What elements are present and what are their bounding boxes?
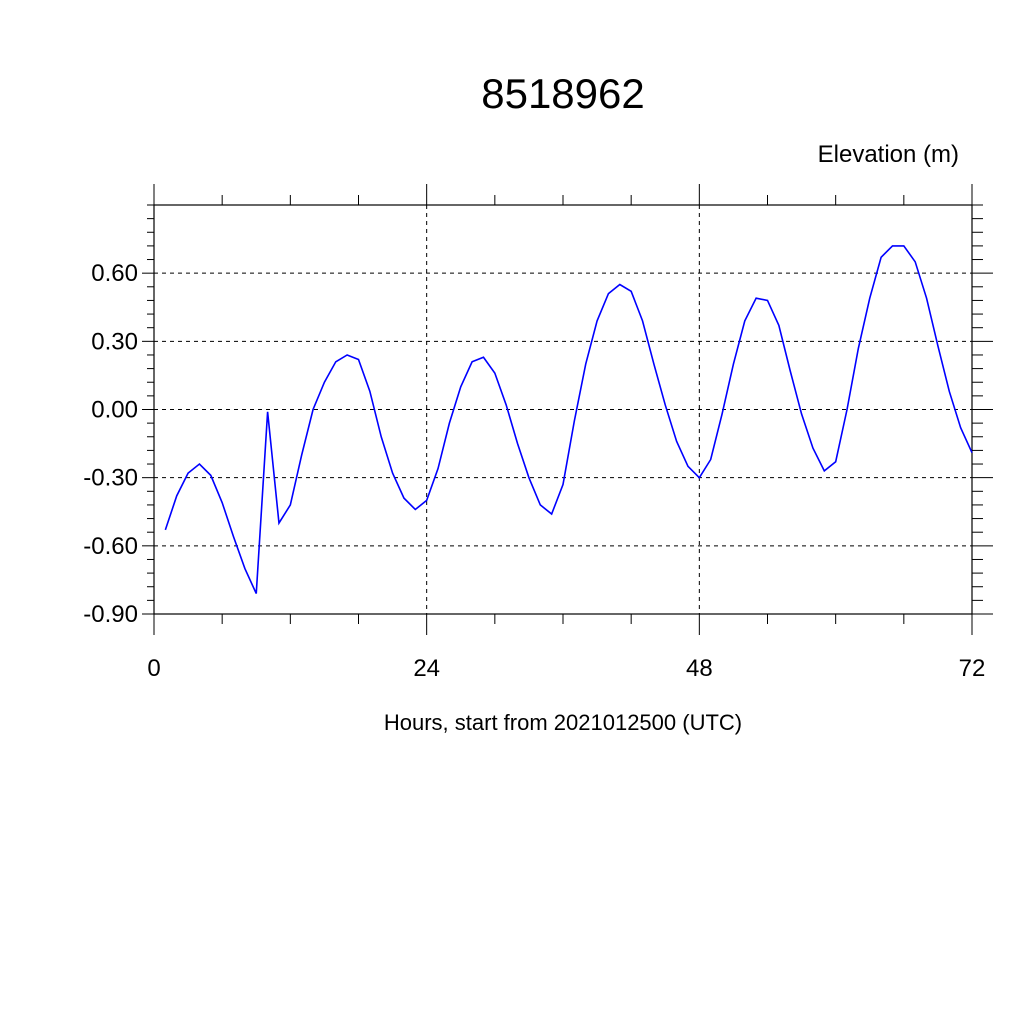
axes — [142, 184, 993, 635]
y-tick-label: -0.90 — [83, 601, 138, 628]
x-tick-label: 48 — [686, 655, 713, 682]
y-tick-label: 0.30 — [91, 328, 138, 355]
x-tick-label: 72 — [959, 655, 986, 682]
y-tick-label: -0.60 — [83, 533, 138, 560]
x-tick-label: 24 — [413, 655, 440, 682]
chart-title: 8518962 — [481, 70, 645, 117]
plot-frame — [153, 204, 973, 615]
y-tick-label: 0.00 — [91, 397, 138, 424]
series-line — [164, 245, 973, 594]
grid-lines — [154, 205, 972, 615]
series-layer — [164, 245, 973, 594]
minor-ticks — [147, 195, 983, 624]
y-tick-label: 0.60 — [91, 260, 138, 287]
y-tick-label: -0.30 — [83, 465, 138, 492]
y-tick-labels: -0.90 -0.60 -0.30 0.00 0.30 0.60 — [83, 260, 138, 628]
units-label: Elevation (m) — [818, 141, 959, 168]
x-tick-labels: 0 24 48 72 — [147, 655, 985, 682]
x-axis-label: Hours, start from 2021012500 (UTC) — [384, 710, 742, 735]
x-tick-label: 0 — [147, 655, 160, 682]
